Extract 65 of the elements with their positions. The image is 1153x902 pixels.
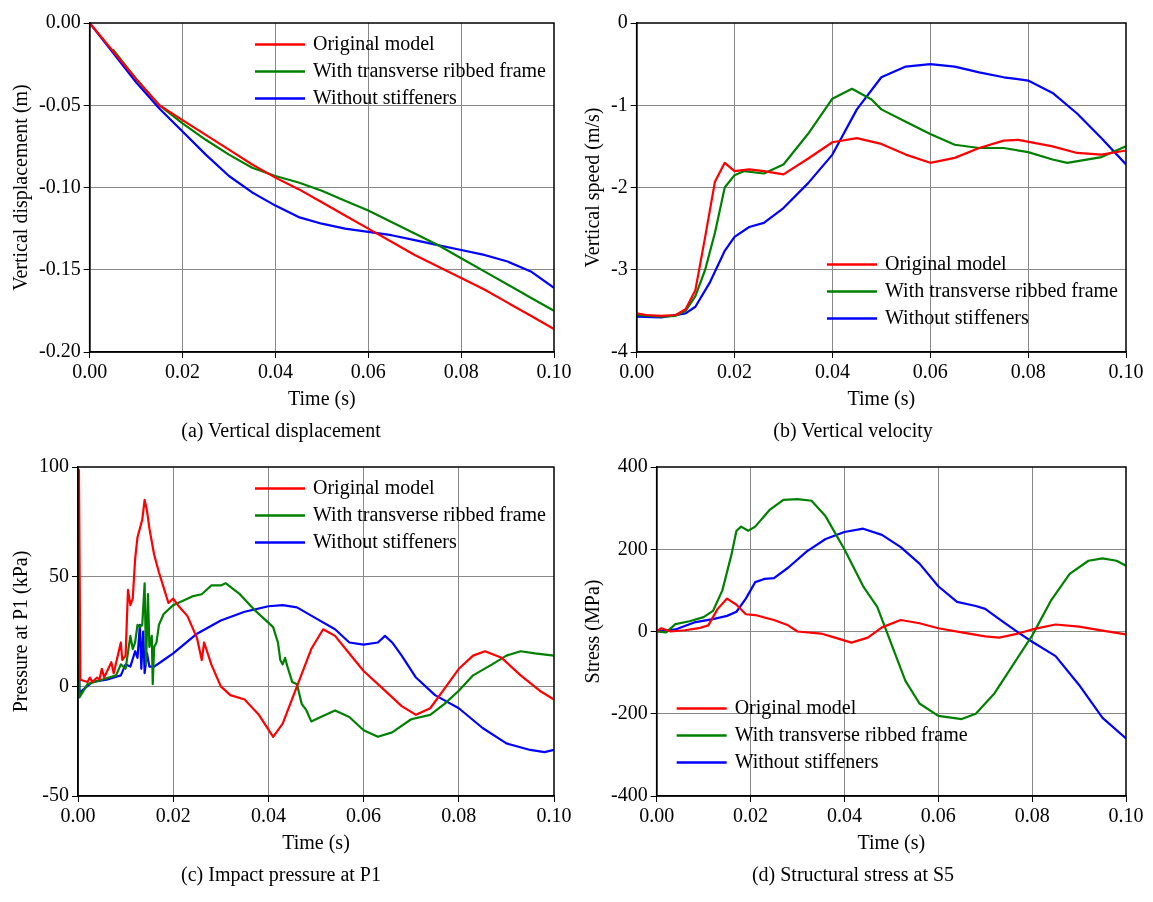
y-tick-label: -200 [610, 701, 648, 723]
x-tick-label: 0.08 [1010, 360, 1046, 383]
x-axis-title: Time (s) [288, 387, 356, 411]
y-tick-label: -4 [610, 339, 628, 362]
x-tick-label: 0.10 [1108, 360, 1144, 383]
legend-label: With transverse ribbed frame [734, 722, 968, 745]
legend-label: Without stiffeners [313, 85, 458, 108]
y-tick-label: -2 [610, 174, 628, 197]
x-tick-label: 0.06 [346, 804, 382, 827]
x-tick-label: 0.10 [536, 804, 572, 827]
legend-label: With transverse ribbed frame [313, 502, 547, 525]
y-axis-title: Vertical speed (m/s) [581, 107, 605, 268]
x-tick-label: 0.10 [1108, 804, 1144, 827]
y-tick-label: 100 [39, 454, 69, 477]
y-tick-label: -1 [610, 92, 628, 115]
x-tick-label: 0.02 [717, 360, 753, 383]
y-tick-label: -0.05 [38, 92, 81, 115]
x-axis-title: Time (s) [282, 831, 350, 855]
x-tick-label: 0.04 [250, 804, 286, 827]
x-tick-label: 0.06 [912, 360, 948, 383]
x-tick-label: 0.04 [257, 360, 293, 383]
x-tick-label: 0.10 [536, 360, 572, 383]
text: (c) Impact pressure at P1 [181, 863, 381, 887]
legend-label: With transverse ribbed frame [313, 58, 547, 81]
y-tick-label: 200 [617, 536, 648, 559]
y-axis-title: Vertical displacement (m) [9, 84, 33, 291]
legend-label: Without stiffeners [313, 529, 458, 552]
x-tick-label: 0.04 [826, 804, 862, 827]
x-tick-label: 0.08 [1014, 804, 1050, 827]
y-tick-label: 0 [637, 618, 648, 641]
legend-label: Original model [313, 475, 436, 499]
text: (b) Vertical velocity [773, 419, 933, 443]
y-tick-label: 0.00 [45, 10, 81, 33]
legend-label: Without stiffeners [734, 749, 879, 772]
x-tick-label: 0.02 [733, 804, 769, 827]
y-tick-label: 400 [617, 454, 648, 477]
legend-label: Without stiffeners [885, 305, 1030, 328]
y-axis-title: Stress (MPa) [581, 579, 605, 684]
x-axis-title: Time (s) [847, 387, 916, 411]
legend-label: Original model [885, 251, 1008, 275]
x-tick-label: 0.06 [920, 804, 956, 827]
text: (d) Structural stress at S5 [751, 863, 955, 887]
legend-label: Original model [734, 695, 857, 719]
y-tick-label: -0.10 [38, 174, 81, 197]
x-tick-label: 0.08 [441, 804, 477, 827]
y-tick-label: -0.20 [38, 339, 81, 362]
x-tick-label: 0.02 [155, 804, 191, 827]
x-tick-label: 0.08 [443, 360, 479, 383]
x-tick-label: 0.00 [72, 360, 108, 383]
x-tick-label: 0.06 [350, 360, 386, 383]
text: (a) Vertical displacement [181, 419, 382, 443]
x-tick-label: 0.00 [639, 804, 675, 827]
x-tick-label: 0.04 [814, 360, 850, 383]
y-tick-label: -50 [42, 783, 69, 806]
y-tick-label: 50 [49, 563, 69, 586]
y-tick-label: -3 [610, 257, 628, 279]
y-tick-label: -400 [610, 783, 648, 806]
x-axis-title: Time (s) [857, 831, 926, 855]
y-tick-label: 0 [617, 10, 628, 33]
legend-label: Original model [313, 31, 436, 55]
y-tick-label: -0.15 [38, 257, 81, 279]
y-tick-label: 0 [59, 673, 69, 696]
y-axis-title: Pressure at P1 (kPa) [9, 550, 33, 713]
x-tick-label: 0.02 [165, 360, 201, 383]
legend-label: With transverse ribbed frame [885, 278, 1119, 301]
